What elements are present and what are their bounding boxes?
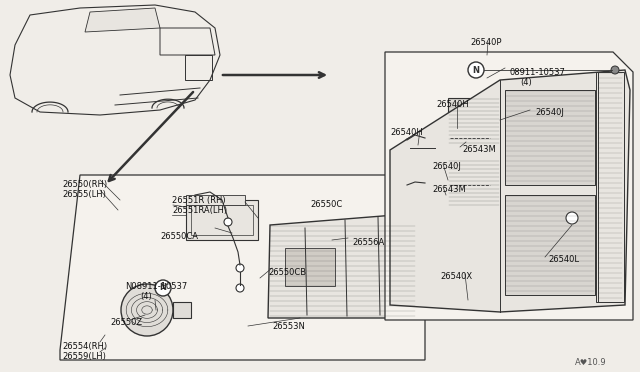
Bar	[448, 98, 500, 145]
Text: 26543M: 26543M	[462, 145, 496, 154]
Circle shape	[236, 284, 244, 292]
Circle shape	[427, 138, 437, 148]
Text: 26550(RH): 26550(RH)	[62, 180, 107, 189]
Text: 26550CA: 26550CA	[160, 232, 198, 241]
Circle shape	[405, 183, 415, 193]
Text: A♥10.9: A♥10.9	[575, 358, 607, 367]
Text: (4): (4)	[140, 292, 152, 301]
Circle shape	[236, 264, 244, 272]
Bar	[596, 72, 624, 302]
Bar	[173, 302, 191, 318]
Bar	[505, 195, 595, 295]
Text: (4): (4)	[520, 78, 532, 87]
Circle shape	[405, 138, 415, 148]
Circle shape	[566, 212, 578, 224]
Circle shape	[121, 284, 173, 336]
Text: 08911-10537: 08911-10537	[510, 68, 566, 77]
Bar	[505, 90, 595, 185]
Bar	[435, 138, 453, 148]
Text: 26540J: 26540J	[535, 108, 564, 117]
Circle shape	[611, 66, 619, 74]
Text: 26540L: 26540L	[548, 255, 579, 264]
Text: 26553N: 26553N	[272, 322, 305, 331]
Bar	[433, 180, 448, 189]
Circle shape	[425, 180, 435, 190]
Text: 26540H: 26540H	[436, 100, 468, 109]
Text: 26551R (RH): 26551R (RH)	[172, 196, 226, 205]
Circle shape	[468, 62, 484, 78]
Circle shape	[224, 218, 232, 226]
Polygon shape	[268, 215, 415, 318]
Polygon shape	[85, 8, 160, 32]
Bar	[186, 200, 258, 240]
Polygon shape	[390, 70, 630, 312]
Text: 26551RA(LH): 26551RA(LH)	[172, 206, 227, 215]
Text: 26550CB: 26550CB	[268, 268, 306, 277]
Text: 26540X: 26540X	[440, 272, 472, 281]
Text: N: N	[159, 283, 166, 292]
Text: 26559(LH): 26559(LH)	[62, 352, 106, 361]
Text: N: N	[472, 65, 479, 74]
Text: 26554(RH): 26554(RH)	[62, 342, 107, 351]
Bar	[285, 248, 335, 286]
Text: 26550Z: 26550Z	[110, 318, 142, 327]
Bar	[186, 195, 245, 205]
Text: 26540H: 26540H	[390, 128, 423, 137]
Text: 26540J: 26540J	[432, 162, 461, 171]
Bar	[185, 55, 212, 80]
Text: 26556A: 26556A	[352, 238, 384, 247]
Polygon shape	[385, 52, 633, 320]
Polygon shape	[60, 175, 425, 360]
Bar	[448, 160, 500, 210]
Circle shape	[155, 280, 171, 296]
Text: 26540P: 26540P	[470, 38, 502, 47]
Text: 26543M: 26543M	[432, 185, 466, 194]
Text: 26550C: 26550C	[310, 200, 342, 209]
Text: N08911-10537: N08911-10537	[125, 282, 188, 291]
Bar	[191, 205, 253, 235]
Text: 26555(LH): 26555(LH)	[62, 190, 106, 199]
